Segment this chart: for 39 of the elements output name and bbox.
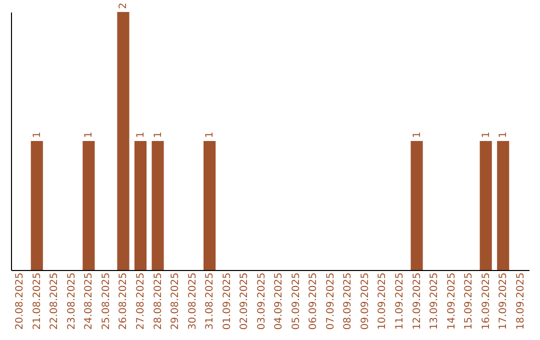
x-tick-label: 02.09.2025 xyxy=(239,272,250,330)
x-tick-label: 04.09.2025 xyxy=(274,272,285,330)
x-tick-label: 28.08.2025 xyxy=(152,272,164,330)
x-tick-label: 23.08.2025 xyxy=(66,272,78,330)
x-tick-label: 13.09.2025 xyxy=(429,272,440,330)
x-tick-label: 05.09.2025 xyxy=(290,272,302,330)
x-tick-label: 29.08.2025 xyxy=(170,272,182,330)
data-label: 1 xyxy=(412,132,423,138)
x-tick-label: 22.08.2025 xyxy=(49,272,60,330)
x-tick-label: 11.09.2025 xyxy=(394,272,406,330)
x-tick-label: 07.09.2025 xyxy=(325,272,336,330)
x-tick-label: 17.09.2025 xyxy=(498,272,510,330)
data-label: 1 xyxy=(32,132,43,138)
data-label: 1 xyxy=(498,132,510,138)
data-label: 2 xyxy=(118,2,130,9)
x-tick-label: 03.09.2025 xyxy=(256,272,268,330)
x-tick-label: 10.09.2025 xyxy=(377,272,388,330)
x-tick-label: 16.09.2025 xyxy=(480,272,492,330)
data-label: 1 xyxy=(136,132,146,138)
x-tick-label: 09.09.2025 xyxy=(360,272,371,330)
x-tick-label: 18.09.2025 xyxy=(515,272,526,330)
x-tick-label: 12.09.2025 xyxy=(412,272,423,330)
x-tick-label: 21.08.2025 xyxy=(32,272,43,330)
data-label: 1 xyxy=(152,132,164,138)
x-tick-label: 08.09.2025 xyxy=(342,272,354,330)
data-label: 1 xyxy=(204,132,216,138)
x-tick-label: 14.09.2025 xyxy=(446,272,458,330)
x-tick-label: 01.09.2025 xyxy=(222,272,233,330)
data-label: 1 xyxy=(480,132,492,138)
x-tick-label: 20.08.2025 xyxy=(14,272,26,330)
x-tick-label: 24.08.2025 xyxy=(84,272,95,330)
x-tick-label: 27.08.2025 xyxy=(136,272,146,330)
x-tick-label: 15.09.2025 xyxy=(464,272,475,330)
x-tick-label: 26.08.2025 xyxy=(118,272,130,330)
x-tick-label: 25.08.2025 xyxy=(100,272,112,330)
x-tick-label: 30.08.2025 xyxy=(187,272,198,330)
x-tick-label: 06.09.2025 xyxy=(308,272,320,330)
x-tick-label: 31.08.2025 xyxy=(204,272,216,330)
data-label: 1 xyxy=(84,132,95,138)
